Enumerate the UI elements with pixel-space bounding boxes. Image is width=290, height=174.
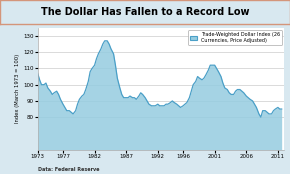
- Y-axis label: Index (March 1973 = 100): Index (March 1973 = 100): [15, 54, 20, 123]
- Legend: Trade-Weighted Dollar Index (26
Currencies, Price Adjusted): Trade-Weighted Dollar Index (26 Currenci…: [188, 30, 282, 45]
- Text: Data: Federal Reserve: Data: Federal Reserve: [38, 167, 99, 172]
- Text: The Dollar Has Fallen to a Record Low: The Dollar Has Fallen to a Record Low: [41, 7, 249, 17]
